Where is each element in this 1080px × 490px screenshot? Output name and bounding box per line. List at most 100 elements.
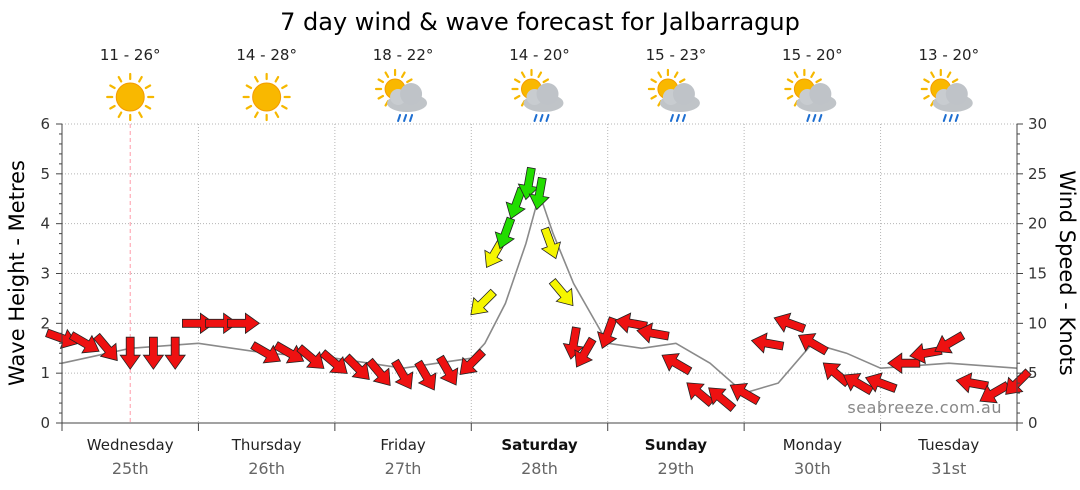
wind-arrow bbox=[505, 186, 527, 220]
wind-arrow bbox=[708, 387, 737, 413]
sun-ray bbox=[815, 78, 822, 84]
sun-ray bbox=[513, 94, 521, 100]
chart-title: 7 day wind & wave forecast for Jalbarrag… bbox=[280, 8, 800, 36]
y-right-tick-label: 25 bbox=[1028, 165, 1047, 183]
sun-ray bbox=[274, 111, 280, 119]
wind-arrow bbox=[391, 358, 414, 390]
sun-icon bbox=[106, 72, 155, 122]
rain-drop bbox=[942, 114, 947, 122]
y-left-tick-label: 5 bbox=[40, 165, 50, 183]
wind-arrow bbox=[273, 341, 305, 364]
wind-arrow bbox=[661, 353, 693, 376]
sun-ray bbox=[254, 111, 259, 119]
sun-icon bbox=[242, 72, 291, 122]
y-left-tick-label: 3 bbox=[40, 265, 50, 283]
wind-arrow bbox=[45, 328, 78, 349]
sun-ray bbox=[650, 78, 657, 84]
rain-drop bbox=[545, 114, 550, 122]
sun-ray bbox=[117, 111, 123, 119]
sun-ray bbox=[537, 71, 543, 78]
wind-arrow bbox=[470, 288, 497, 316]
wind-arrow bbox=[548, 278, 574, 307]
wind-arrow bbox=[119, 336, 141, 370]
x-day-label: Wednesday bbox=[87, 436, 174, 454]
rain-cloud-sun-icon bbox=[784, 68, 837, 122]
y-right-tick-label: 0 bbox=[1028, 414, 1038, 432]
y-left-tick-label: 2 bbox=[40, 314, 50, 332]
rain-drop bbox=[681, 114, 686, 122]
wind-arrow bbox=[365, 357, 391, 386]
x-date-label: 27th bbox=[385, 459, 422, 478]
sun-ray bbox=[109, 84, 116, 90]
axes-group: 0 1 2 3 4 5 6 0 5 10 15 20 25 30 Wednesday 25th Thursday… bbox=[40, 115, 1047, 478]
sun-disc bbox=[252, 82, 282, 112]
sun-ray bbox=[138, 111, 143, 119]
x-date-label: 26th bbox=[248, 459, 285, 478]
rain-drop bbox=[948, 114, 953, 122]
wind-arrow bbox=[93, 332, 118, 362]
sun-ray bbox=[810, 71, 815, 78]
wind-arrow bbox=[517, 166, 539, 201]
sun-ray bbox=[400, 71, 406, 78]
sun-ray bbox=[245, 84, 253, 90]
wind-arrow bbox=[636, 322, 670, 344]
x-day-label: Tuesday bbox=[917, 436, 979, 454]
y-right-tick-label: 20 bbox=[1028, 215, 1047, 233]
rain-drop bbox=[539, 114, 544, 122]
rain-cloud-sun-icon bbox=[511, 68, 564, 122]
rain-cloud-sun-icon bbox=[647, 68, 700, 122]
watermark: seabreeze.com.au bbox=[847, 398, 1002, 417]
wind-arrow bbox=[842, 372, 874, 396]
wind-arrow bbox=[797, 333, 829, 356]
sun-ray bbox=[793, 71, 799, 78]
wind-arrow bbox=[181, 312, 216, 335]
sun-ray bbox=[923, 94, 930, 100]
wind-arrow bbox=[319, 349, 348, 374]
y-right-tick-label: 15 bbox=[1028, 265, 1047, 283]
x-date-label: 29th bbox=[658, 459, 695, 478]
y-axis-right-label: Wind Speed - Knots bbox=[1055, 170, 1079, 375]
sun-ray bbox=[951, 78, 959, 84]
x-day-label: Monday bbox=[783, 436, 842, 454]
rain-drop bbox=[409, 114, 414, 122]
x-day-label: Thursday bbox=[231, 436, 302, 454]
x-date-label: 30th bbox=[794, 459, 831, 478]
cloud-puff bbox=[536, 83, 559, 105]
sun-ray bbox=[930, 71, 935, 78]
sun-ray bbox=[109, 104, 116, 110]
wind-arrow bbox=[750, 332, 785, 354]
wind-arrow bbox=[343, 353, 370, 381]
wind-arrow bbox=[597, 316, 618, 349]
sun-ray bbox=[673, 71, 679, 78]
cloud-puff bbox=[945, 83, 968, 105]
wind-arrow bbox=[614, 312, 648, 334]
y-right-tick-label: 30 bbox=[1028, 115, 1047, 133]
wind-arrow bbox=[296, 344, 325, 369]
day-temperature: 15 - 20° bbox=[782, 46, 843, 64]
sun-ray bbox=[542, 78, 550, 84]
x-date-label: 31st bbox=[931, 459, 966, 478]
y-left-tick-label: 1 bbox=[40, 364, 50, 382]
sun-ray bbox=[657, 71, 663, 78]
sun-ray bbox=[786, 78, 794, 84]
wind-arrow bbox=[459, 348, 487, 376]
wind-arrows-group bbox=[45, 166, 1032, 413]
rain-drop bbox=[818, 114, 823, 122]
wind-arrow bbox=[955, 372, 989, 394]
x-date-label: 28th bbox=[521, 459, 558, 478]
rain-cloud-sun-icon bbox=[374, 68, 428, 122]
sun-ray bbox=[117, 75, 123, 83]
y-left-tick-label: 6 bbox=[40, 115, 50, 133]
wind-arrow bbox=[205, 312, 239, 335]
cloud-puff bbox=[809, 83, 832, 105]
day-temperature: 13 - 20° bbox=[918, 46, 979, 64]
sun-ray bbox=[678, 78, 686, 84]
wind-arrow bbox=[540, 226, 562, 260]
rain-drop bbox=[403, 114, 408, 122]
sun-ray bbox=[520, 71, 526, 78]
wind-arrow bbox=[494, 216, 516, 250]
sun-ray bbox=[274, 75, 280, 83]
sun-ray bbox=[946, 71, 952, 78]
sun-ray bbox=[377, 78, 385, 84]
wind-arrow bbox=[414, 359, 437, 391]
